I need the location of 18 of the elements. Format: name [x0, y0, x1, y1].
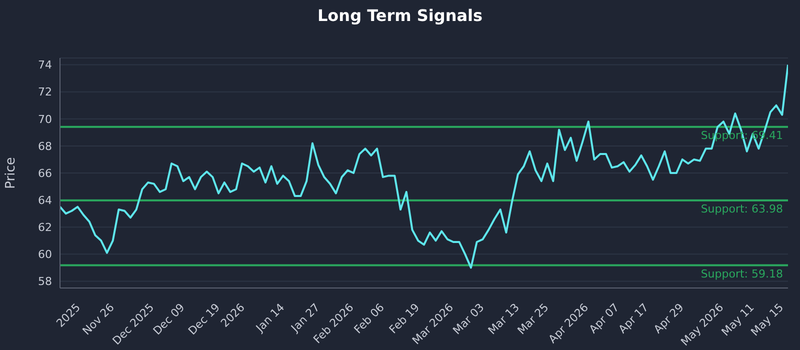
ref-line-label: Support: 63.98 — [700, 202, 783, 216]
y-axis-title: Price — [4, 157, 19, 189]
x-tick-label: Apr 29 — [651, 300, 686, 336]
y-tick-label: 70 — [38, 112, 52, 126]
y-tick-label: 60 — [38, 248, 52, 262]
x-tick-label: Jan 14 — [252, 300, 288, 336]
x-tick-label: Feb 06 — [352, 300, 387, 336]
x-tick-label: Apr 17 — [616, 300, 652, 336]
y-tick-label: 74 — [38, 58, 52, 72]
y-tick-label: 68 — [38, 140, 52, 153]
y-tick-label: 64 — [38, 194, 52, 207]
y-tick-label: 58 — [38, 275, 52, 288]
line-series — [60, 64, 788, 269]
y-tick-label: 72 — [38, 86, 52, 99]
chart-title: Long Term Signals — [316, 6, 484, 25]
y-tick-label: 62 — [38, 221, 52, 234]
ref-line-label: Support: 59.18 — [700, 267, 783, 280]
y-tick-label: 66 — [38, 166, 52, 180]
